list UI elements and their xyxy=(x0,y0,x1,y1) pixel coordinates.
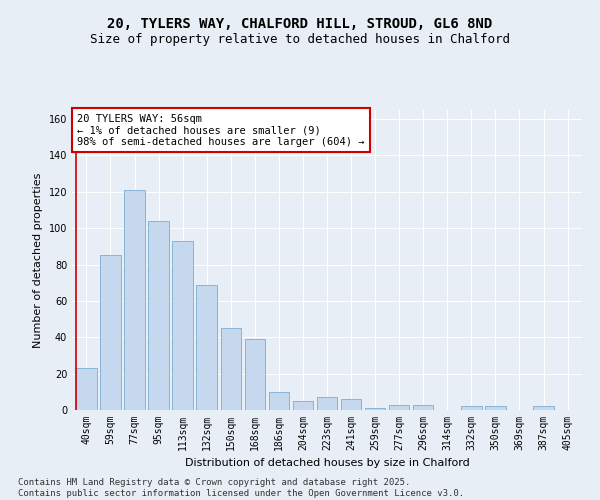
Bar xyxy=(461,406,482,410)
Bar xyxy=(245,339,265,410)
Bar xyxy=(148,221,169,410)
Bar xyxy=(413,404,433,410)
Bar xyxy=(293,401,313,410)
Bar xyxy=(317,398,337,410)
Text: Contains HM Land Registry data © Crown copyright and database right 2025.
Contai: Contains HM Land Registry data © Crown c… xyxy=(18,478,464,498)
Bar xyxy=(533,406,554,410)
Bar xyxy=(365,408,385,410)
Bar xyxy=(76,368,97,410)
Bar xyxy=(196,284,217,410)
Bar xyxy=(221,328,241,410)
Bar xyxy=(172,241,193,410)
Bar xyxy=(485,406,506,410)
Bar xyxy=(100,256,121,410)
X-axis label: Distribution of detached houses by size in Chalford: Distribution of detached houses by size … xyxy=(185,458,469,468)
Bar xyxy=(389,404,409,410)
Bar xyxy=(269,392,289,410)
Y-axis label: Number of detached properties: Number of detached properties xyxy=(33,172,43,348)
Text: Size of property relative to detached houses in Chalford: Size of property relative to detached ho… xyxy=(90,32,510,46)
Bar xyxy=(341,399,361,410)
Text: 20, TYLERS WAY, CHALFORD HILL, STROUD, GL6 8ND: 20, TYLERS WAY, CHALFORD HILL, STROUD, G… xyxy=(107,18,493,32)
Bar xyxy=(124,190,145,410)
Text: 20 TYLERS WAY: 56sqm
← 1% of detached houses are smaller (9)
98% of semi-detache: 20 TYLERS WAY: 56sqm ← 1% of detached ho… xyxy=(77,114,364,147)
